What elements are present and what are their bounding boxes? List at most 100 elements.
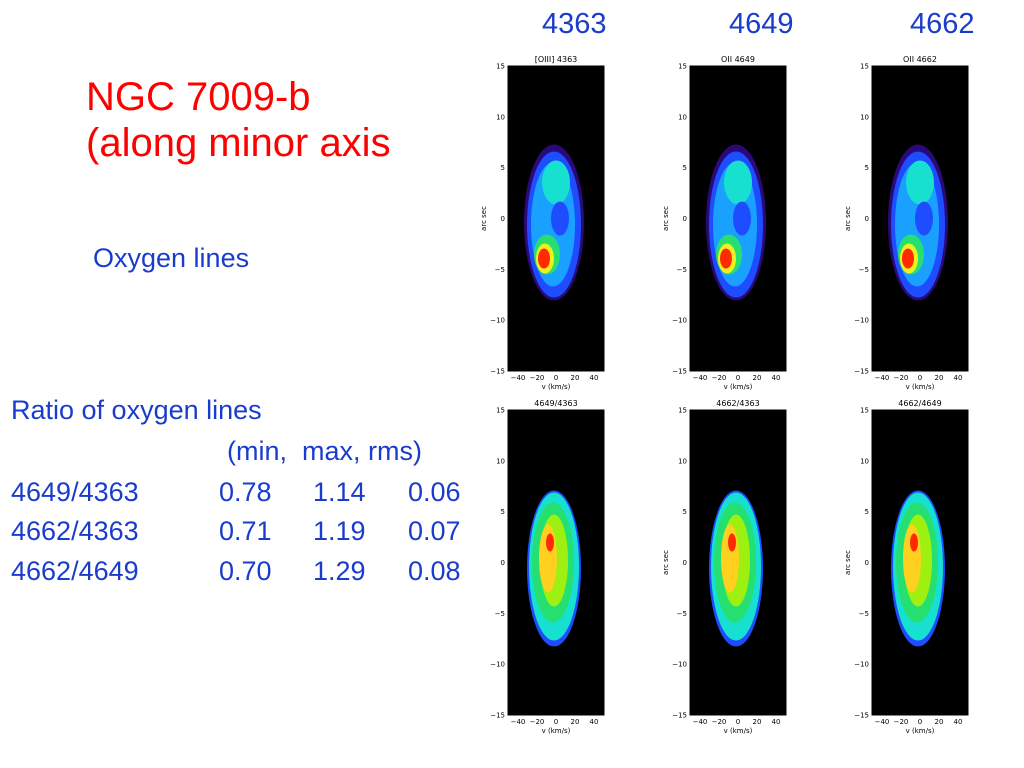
emission-contour	[721, 524, 739, 593]
y-tick-label: 15	[678, 63, 687, 71]
subtitle: Oxygen lines	[93, 243, 250, 273]
panel-title: OII 4662	[903, 55, 937, 64]
emission-contour	[906, 160, 934, 205]
map-panel-oii-4649: OII 4649 15 10 5 0 −5 −10 −15 −40 −20 0 20 40 v (km/s…	[660, 52, 810, 394]
panel-title: 4649/4363	[534, 399, 577, 408]
y-tick-label: 10	[860, 113, 869, 121]
y-tick-label: −15	[672, 712, 687, 720]
y-tick-label: −10	[854, 317, 869, 325]
ratio-title: Ratio of oxygen lines	[11, 395, 262, 425]
y-tick-label: 10	[678, 457, 687, 465]
emission-contour	[902, 248, 914, 269]
y-tick-label: −10	[672, 661, 687, 669]
emission-contour	[539, 524, 557, 593]
x-tick-label: −20	[712, 718, 727, 726]
panel-title: 4662/4649	[898, 399, 941, 408]
y-tick-label: 5	[501, 508, 505, 516]
y-tick-label: 5	[865, 164, 869, 172]
y-tick-label: 0	[683, 215, 687, 223]
y-tick-label: −5	[859, 610, 869, 618]
map-panel-oiii-4363: [OIII] 4363 15 10 5 0 −5 −10 −15 −40 −20 0 20 40 v (k…	[478, 52, 628, 394]
y-tick-label: −5	[495, 610, 505, 618]
y-tick-label: −10	[672, 317, 687, 325]
x-tick-label: 0	[918, 374, 922, 382]
y-tick-label: −5	[859, 266, 869, 274]
y-tick-label: −15	[854, 368, 869, 376]
x-tick-label: 20	[935, 718, 944, 726]
emission-contour	[720, 248, 732, 269]
x-axis-label: v (km/s)	[542, 383, 571, 391]
y-tick-label: 15	[496, 63, 505, 71]
map-panel-ratio-4649-4363: 4649/4363 15 10 5 0 −5 −10 −15 −40 −20 0 20 40 v (km/…	[478, 396, 628, 738]
ratio-label: 4662/4363	[11, 516, 139, 546]
x-tick-label: 0	[554, 718, 558, 726]
y-tick-label: −5	[677, 610, 687, 618]
map-panel-oii-4662: OII 4662 15 10 5 0 −5 −10 −15 −40 −20 0 20 40 v (km/s…	[842, 52, 992, 394]
x-axis-label: v (km/s)	[724, 383, 753, 391]
ratio-rms: 0.07	[408, 516, 461, 546]
x-tick-label: −40	[875, 718, 890, 726]
y-tick-label: 15	[860, 63, 869, 71]
y-tick-label: −10	[490, 661, 505, 669]
x-tick-label: 0	[736, 374, 740, 382]
y-tick-label: 0	[683, 559, 687, 567]
x-axis-label: v (km/s)	[542, 727, 571, 735]
y-tick-label: −15	[490, 368, 505, 376]
y-tick-label: 5	[865, 508, 869, 516]
x-tick-label: 20	[935, 374, 944, 382]
y-tick-label: 5	[501, 164, 505, 172]
y-tick-label: 10	[496, 113, 505, 121]
ratio-label: 4649/4363	[11, 477, 139, 507]
ratio-min: 0.78	[219, 477, 272, 507]
panel-title: 4662/4363	[716, 399, 759, 408]
x-axis-label: v (km/s)	[906, 727, 935, 735]
y-tick-label: 10	[860, 457, 869, 465]
emission-contour	[546, 533, 554, 552]
ratio-min: 0.70	[219, 556, 272, 586]
y-tick-label: −15	[854, 712, 869, 720]
y-tick-label: 0	[501, 559, 505, 567]
column-header-4363: 4363	[542, 8, 607, 40]
x-tick-label: −20	[530, 374, 545, 382]
y-tick-label: −10	[854, 661, 869, 669]
title-line-1: NGC 7009-b	[86, 75, 311, 119]
x-axis-label: v (km/s)	[724, 727, 753, 735]
emission-contour	[538, 248, 550, 269]
y-tick-label: −5	[677, 266, 687, 274]
y-axis-label: arc sec	[844, 206, 852, 231]
y-tick-label: 10	[496, 457, 505, 465]
x-tick-label: 20	[753, 374, 762, 382]
y-axis-label: arc sec	[480, 206, 488, 231]
panel-title: OII 4649	[721, 55, 755, 64]
y-tick-label: 0	[865, 559, 869, 567]
panel-title: [OIII] 4363	[535, 55, 578, 64]
map-panel-ratio-4662-4649: 4662/4649 15 10 5 0 −5 −10 −15 −40 −20 0 20 40 v (km/…	[842, 396, 992, 738]
x-tick-label: −40	[875, 374, 890, 382]
slide-title: NGC 7009-b (along minor axis	[86, 74, 391, 166]
x-tick-label: −40	[693, 374, 708, 382]
column-header-4649: 4649	[729, 8, 794, 40]
x-tick-label: 20	[753, 718, 762, 726]
title-line-2: (along minor axis	[86, 121, 391, 165]
y-tick-label: 15	[860, 407, 869, 415]
ratio-max: 1.14	[313, 477, 366, 507]
x-tick-label: 40	[954, 374, 963, 382]
ratio-min: 0.71	[219, 516, 272, 546]
ratio-header: (min, max, rms)	[227, 436, 422, 466]
y-tick-label: 5	[683, 508, 687, 516]
x-tick-label: −20	[712, 374, 727, 382]
x-tick-label: −40	[511, 718, 526, 726]
emission-contour	[728, 533, 736, 552]
ratio-max: 1.29	[313, 556, 366, 586]
emission-contour	[910, 533, 918, 552]
column-header-4662: 4662	[910, 8, 975, 40]
y-axis-label: arc sec	[662, 206, 670, 231]
y-tick-label: 0	[865, 215, 869, 223]
emission-contour	[542, 160, 570, 205]
x-tick-label: −20	[530, 718, 545, 726]
x-tick-label: −40	[511, 374, 526, 382]
x-tick-label: 0	[554, 374, 558, 382]
y-tick-label: 15	[496, 407, 505, 415]
emission-contour	[915, 201, 933, 236]
ratio-rms: 0.08	[408, 556, 461, 586]
